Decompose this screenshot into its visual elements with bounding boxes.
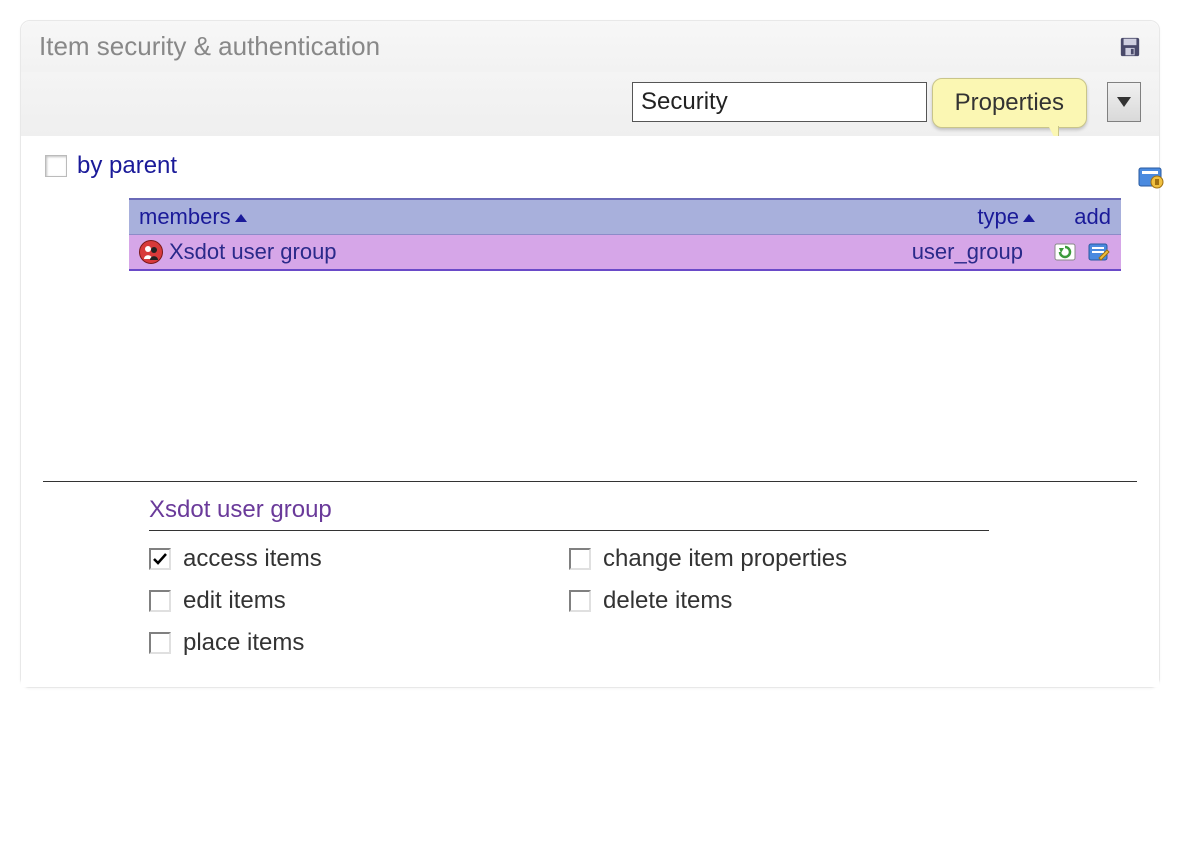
- permission-checkbox[interactable]: [569, 548, 591, 570]
- security-panel: Item security & authentication Propertie…: [20, 20, 1160, 688]
- members-table: members type add Xsdot user group user_g…: [129, 198, 1121, 271]
- row-name: Xsdot user group: [169, 239, 337, 265]
- group-icon: [139, 240, 163, 264]
- permission-item: change item properties: [569, 545, 969, 573]
- panel-title: Item security & authentication: [39, 31, 380, 62]
- properties-tooltip: Properties: [932, 78, 1087, 128]
- permissions-grid: access items change item properties edit i…: [149, 545, 1141, 657]
- refresh-icon[interactable]: [1053, 240, 1077, 264]
- permission-checkbox[interactable]: [569, 590, 591, 612]
- view-select-input[interactable]: [632, 82, 927, 122]
- by-parent-label[interactable]: by parent: [77, 152, 177, 180]
- properties-target-icon[interactable]: [1137, 164, 1165, 192]
- permission-label: edit items: [183, 587, 286, 615]
- tooltip-label: Properties: [955, 89, 1064, 116]
- permission-item: access items: [149, 545, 549, 573]
- permission-label: place items: [183, 629, 304, 657]
- members-table-header: members type add: [129, 200, 1121, 235]
- permissions-section: Xsdot user group access items change item…: [39, 482, 1141, 667]
- edit-icon[interactable]: [1087, 240, 1111, 264]
- permission-label: delete items: [603, 587, 732, 615]
- sort-asc-icon: [235, 214, 247, 222]
- permission-checkbox[interactable]: [149, 590, 171, 612]
- panel-body: by parent members type add Xsd: [21, 136, 1159, 687]
- col-header-add[interactable]: add: [1051, 204, 1111, 230]
- permission-label: change item properties: [603, 545, 847, 573]
- by-parent-row: by parent: [39, 144, 1141, 198]
- permission-item: edit items: [149, 587, 549, 615]
- permission-item: place items: [149, 629, 549, 657]
- row-type: user_group: [861, 239, 1031, 265]
- permission-checkbox[interactable]: [149, 632, 171, 654]
- permissions-title: Xsdot user group: [149, 496, 989, 531]
- permission-item: delete items: [569, 587, 969, 615]
- by-parent-checkbox[interactable]: [45, 155, 67, 177]
- titlebar: Item security & authentication: [21, 21, 1159, 72]
- col-header-type[interactable]: type: [881, 204, 1051, 230]
- save-icon[interactable]: [1119, 36, 1141, 58]
- permission-checkbox[interactable]: [149, 548, 171, 570]
- toolbar: Properties: [21, 72, 1159, 136]
- table-row[interactable]: Xsdot user group user_group: [129, 235, 1121, 271]
- permission-label: access items: [183, 545, 322, 573]
- chevron-down-icon[interactable]: [1107, 82, 1141, 122]
- spacer: [39, 271, 1141, 481]
- col-header-members[interactable]: members: [139, 204, 881, 230]
- sort-asc-icon: [1023, 214, 1035, 222]
